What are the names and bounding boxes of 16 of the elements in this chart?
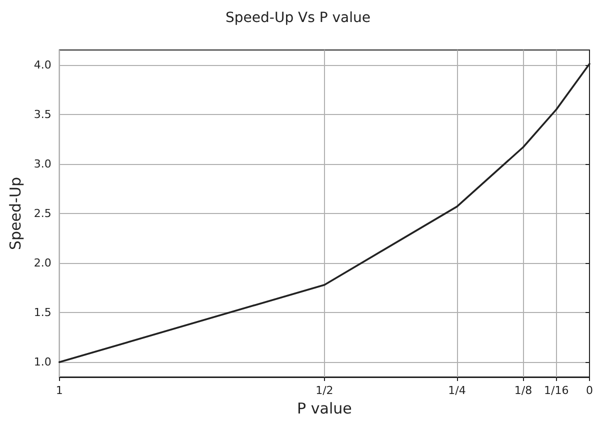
x-tick-label: 1/4 <box>448 384 466 397</box>
x-axis-title: P value <box>297 399 352 418</box>
x-tick-label: 1 <box>56 384 63 397</box>
x-tick-label: 1/2 <box>316 384 334 397</box>
y-tick-label: 2.5 <box>34 207 52 220</box>
chart-title: Speed-Up Vs P value <box>226 10 370 26</box>
y-tick-label: 3.5 <box>34 108 52 121</box>
x-tick-label: 1/8 <box>514 384 532 397</box>
x-tick-label: 0 <box>586 384 593 397</box>
y-tick-label: 1.5 <box>34 306 52 320</box>
x-tick-label: 1/16 <box>544 384 569 397</box>
y-tick-label: 1.0 <box>34 356 52 369</box>
y-tick-label: 2.0 <box>34 256 52 270</box>
y-tick-label: 3.0 <box>34 157 52 170</box>
y-tick-label: 4.0 <box>34 58 52 72</box>
y-axis-title: Speed-Up <box>6 177 24 250</box>
